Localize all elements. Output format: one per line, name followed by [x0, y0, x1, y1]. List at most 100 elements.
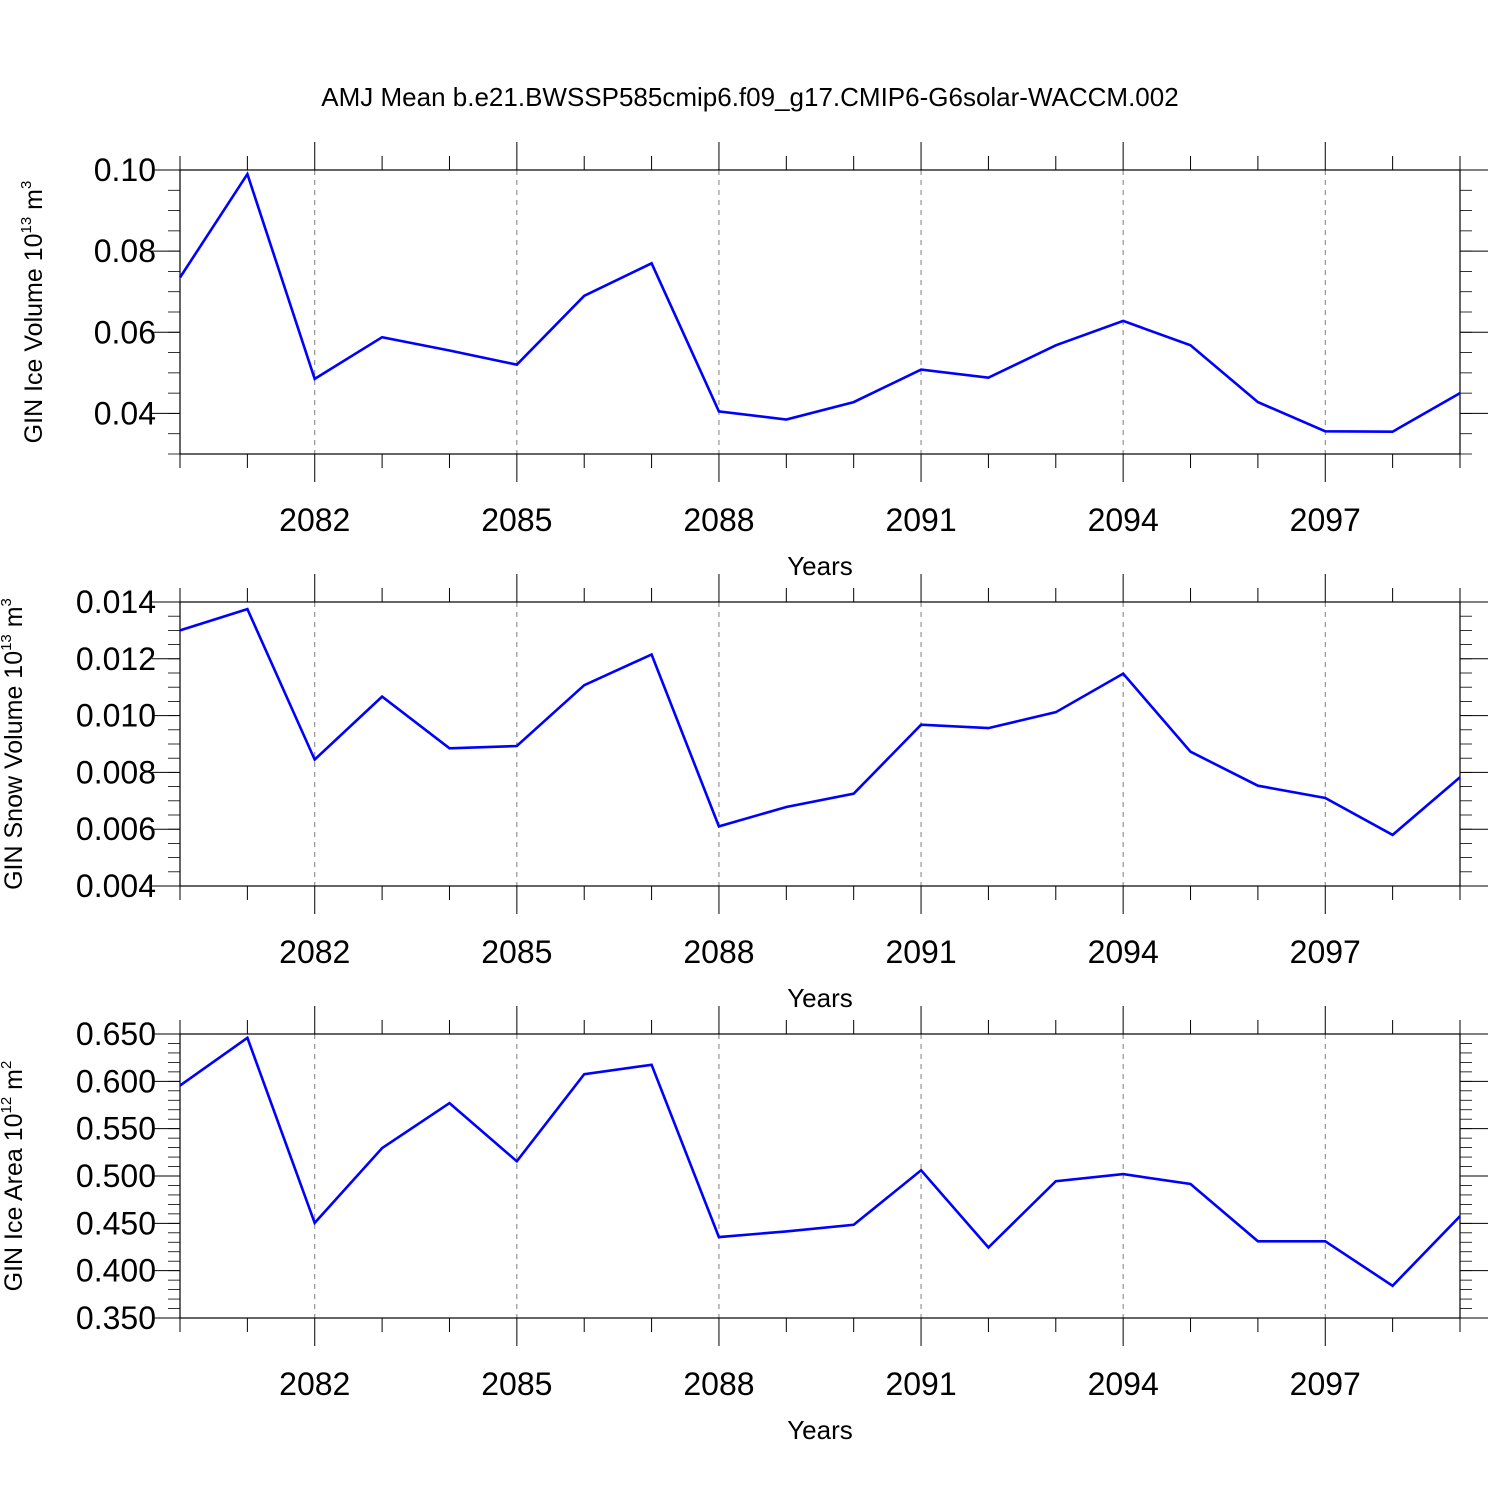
y-tick-label: 0.014	[76, 584, 156, 620]
y-axis-title-exponent: 13	[18, 217, 35, 234]
data-point	[582, 683, 586, 687]
y-tick-label: 0.010	[76, 698, 156, 734]
x-axis-title: Years	[787, 983, 853, 1013]
y-tick-label: 0.06	[94, 314, 156, 350]
y-axis-title: GIN Snow Volume 1013 m3	[0, 598, 28, 890]
x-tick-label: 2085	[481, 934, 552, 970]
panel-1: 0.04 0.06 0.08 0.10 2082 2085 2088 2091 2094 2097…	[18, 142, 1488, 581]
data-point	[852, 1223, 856, 1227]
data-point	[178, 1084, 182, 1088]
data-point	[784, 805, 788, 809]
data-point	[919, 1168, 923, 1172]
data-point	[582, 294, 586, 298]
data-point	[380, 335, 384, 339]
data-point	[313, 758, 317, 762]
data-point	[380, 695, 384, 699]
data-point	[582, 1072, 586, 1076]
y-axis-title-text: GIN Ice Area 10	[0, 1113, 28, 1291]
plot-frame	[179, 601, 1461, 887]
x-tick-label: 2094	[1088, 1366, 1159, 1402]
y-tick-label: 0.004	[76, 868, 156, 904]
y-tick-label: 0.450	[76, 1205, 156, 1241]
chart-panels: 0.04 0.06 0.08 0.10 2082 2085 2088 2091 2094 2097…	[0, 142, 1488, 1445]
y-tick-label: 0.006	[76, 811, 156, 847]
data-point	[1054, 1179, 1058, 1183]
x-tick-label: 2082	[279, 1366, 350, 1402]
x-tick-label: 2085	[481, 1366, 552, 1402]
data-point	[1391, 1284, 1395, 1288]
series-line	[179, 607, 1461, 837]
panel-2: 0.004 0.006 0.008 0.010 0.012 0.014 2082 2085 20…	[0, 574, 1488, 1013]
data-point	[717, 409, 721, 413]
data-point	[1256, 784, 1260, 788]
plot-frame	[179, 1033, 1461, 1319]
x-tick-label: 2097	[1290, 502, 1361, 538]
chart-title: AMJ Mean b.e21.BWSSP585cmip6.f09_g17.CMI…	[321, 82, 1178, 112]
data-point	[717, 1235, 721, 1239]
y-axis-title-text: GIN Ice Volume 10	[20, 233, 48, 443]
data-point	[717, 824, 721, 828]
data-point	[1323, 796, 1327, 800]
y-tick-label: 0.04	[94, 395, 156, 431]
x-tick-label: 2088	[683, 502, 754, 538]
series-line	[178, 171, 1461, 434]
y-axis-title: GIN Ice Volume 1013 m3	[18, 181, 48, 444]
data-point	[650, 261, 654, 265]
y-tick-label: 0.008	[76, 754, 156, 790]
y-tick-label: 0.012	[76, 641, 156, 677]
x-axis-title: Years	[787, 1415, 853, 1445]
x-tick-label: 2097	[1290, 1366, 1361, 1402]
data-point	[1391, 833, 1395, 837]
x-tick-label: 2085	[481, 502, 552, 538]
data-point	[1121, 672, 1125, 676]
x-tick-label: 2091	[885, 1366, 956, 1402]
x-axis-title: Years	[787, 551, 853, 581]
data-point	[650, 653, 654, 657]
data-point	[1121, 1172, 1125, 1176]
x-tick-label: 2091	[885, 934, 956, 970]
data-point	[1189, 343, 1193, 347]
data-point	[447, 1101, 451, 1105]
y-axis-title-text: GIN Snow Volume 10	[0, 651, 28, 890]
y-axis-title-unit-exponent: 2	[0, 1061, 15, 1069]
data-point	[986, 376, 990, 380]
x-tick-label: 2088	[683, 934, 754, 970]
y-tick-label: 0.500	[76, 1158, 156, 1194]
data-point	[986, 726, 990, 730]
y-tick-label: 0.08	[94, 233, 156, 269]
data-point	[852, 400, 856, 404]
data-point	[1256, 400, 1260, 404]
y-axis-title-unit-exponent: 3	[18, 181, 35, 189]
panel-3: 0.350 0.400 0.450 0.500 0.550 0.600 0.650 2082 2…	[0, 1006, 1488, 1445]
data-point	[1458, 391, 1462, 395]
y-tick-label: 0.550	[76, 1111, 156, 1147]
data-point	[245, 172, 249, 176]
x-tick-label: 2082	[279, 934, 350, 970]
data-point	[852, 792, 856, 796]
data-point	[1323, 429, 1327, 433]
data-point	[1189, 750, 1193, 754]
data-point	[178, 276, 182, 280]
y-axis-title-unit: m	[0, 1069, 28, 1097]
data-point	[1189, 1182, 1193, 1186]
y-axis-title-unit: m	[0, 606, 28, 634]
y-tick-label: 0.400	[76, 1253, 156, 1289]
data-point	[1054, 710, 1058, 714]
data-point	[515, 1159, 519, 1163]
y-axis-title-unit-exponent: 3	[0, 598, 15, 606]
data-point	[447, 746, 451, 750]
y-tick-label: 0.650	[76, 1016, 156, 1052]
data-point	[919, 723, 923, 727]
x-tick-label: 2088	[683, 1366, 754, 1402]
data-point	[1323, 1239, 1327, 1243]
y-tick-label: 0.600	[76, 1063, 156, 1099]
data-point	[1458, 1214, 1462, 1218]
y-axis-title-exponent: 12	[0, 1097, 15, 1114]
data-point	[245, 607, 249, 611]
data-point	[1458, 775, 1462, 779]
data-point	[515, 363, 519, 367]
data-point	[245, 1036, 249, 1040]
y-tick-label: 0.10	[94, 152, 156, 188]
y-axis-title: GIN Ice Area 1012 m2	[0, 1061, 28, 1292]
